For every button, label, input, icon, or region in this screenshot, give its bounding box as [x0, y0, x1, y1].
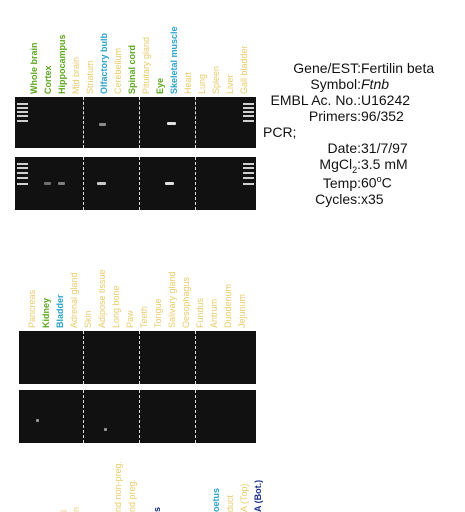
lane-label: Skeletal muscle — [169, 26, 179, 94]
lane-label: A (Top) — [239, 483, 249, 512]
lane-label: Hippocampus — [57, 34, 67, 94]
lane-label: Striatum — [85, 60, 95, 94]
lane-label: Skin — [83, 310, 93, 328]
mgcl-row: MgCl2:3.5 mM — [265, 156, 408, 175]
primers-key: Primers: — [308, 108, 361, 124]
symbol-row: Symbol:Ftnb — [265, 76, 389, 92]
lane-label: Lung — [197, 73, 207, 94]
lane-label: duct — [225, 494, 235, 512]
pcr-label: PCR; — [263, 124, 296, 140]
lane-label: Spleen — [211, 65, 221, 94]
lane-label: nd preg. — [127, 478, 137, 512]
cycles-key: Cycles: — [315, 191, 361, 207]
lane-label: Adrenal gland — [69, 272, 79, 328]
lane-label: Pituitary gland — [141, 36, 151, 94]
lane-label: Cortex — [43, 65, 53, 94]
lane-label: Pancreas — [27, 289, 37, 328]
panel2-gel-bottom — [19, 390, 256, 443]
cycles-row: Cycles:x35 — [265, 191, 384, 207]
lane-label: Oesophagus — [181, 276, 191, 328]
lane-label: Teeth — [139, 305, 149, 328]
cycles-value: x35 — [361, 191, 384, 207]
lane-label: n — [71, 506, 81, 512]
lane-label: Spinal cord — [127, 44, 137, 94]
temp-value: 60oC — [361, 174, 392, 191]
lane-label: Bladder — [55, 294, 65, 328]
lane-label: A (Bot.) — [253, 479, 263, 512]
lane-label: nd non-preg. — [113, 460, 123, 512]
mgcl-key: MgCl2: — [319, 156, 361, 175]
embl-key: EMBL Ac. No.: — [270, 92, 361, 108]
date-value: 31/7/97 — [361, 140, 408, 156]
lane-label: Duodenum — [223, 283, 233, 328]
primers-value: 96/352 — [361, 108, 404, 124]
embl-row: EMBL Ac. No.:U16242 — [265, 92, 410, 108]
lane-label: Cerebellum — [113, 47, 123, 94]
lane-label: oetus — [211, 487, 221, 512]
date-key: Date: — [327, 140, 361, 156]
lane-label: Fundus — [195, 297, 205, 328]
lane-label: Gall bladder — [239, 45, 249, 94]
symbol-key: Symbol: — [310, 76, 361, 92]
lane-label: Paw — [125, 310, 135, 328]
lane-label: Tongue — [153, 298, 163, 328]
panel1-gel-top — [15, 97, 256, 148]
lane-label: Mid brain — [71, 56, 81, 94]
pcr-label-text: PCR; — [263, 124, 297, 140]
panel2-gel-top — [19, 331, 256, 384]
lane-label: Whole brain — [29, 42, 39, 95]
lane-label: Jejunum — [237, 293, 247, 328]
lane-label: Long bone — [111, 285, 121, 328]
lane-label: Eye — [155, 77, 165, 94]
lane-label: Salivary gland — [167, 271, 177, 328]
lane-label: Heart — [183, 71, 193, 94]
lane-label: Olfactory bulb — [99, 32, 109, 94]
date-row: Date:31/7/97 — [265, 140, 408, 156]
lane-label: s — [152, 506, 162, 512]
gene-row: Gene/EST:Fertilin beta — [265, 60, 434, 76]
mgcl-value: 3.5 mM — [361, 156, 408, 172]
lane-label: Liver — [225, 74, 235, 94]
gene-key: Gene/EST: — [293, 60, 361, 76]
lane-label: Antrum — [209, 298, 219, 328]
primers-row: Primers:96/352 — [265, 108, 404, 124]
gene-value: Fertilin beta — [361, 60, 435, 76]
lane-label: Adipose tissue — [97, 269, 107, 328]
symbol-value: Ftnb — [361, 76, 390, 92]
lane-label: Kidney — [41, 297, 51, 328]
temp-row: Temp:60oC — [265, 174, 392, 191]
panel1-gel-bottom — [15, 157, 256, 210]
temp-key: Temp: — [322, 174, 361, 191]
embl-value: U16242 — [361, 92, 411, 108]
